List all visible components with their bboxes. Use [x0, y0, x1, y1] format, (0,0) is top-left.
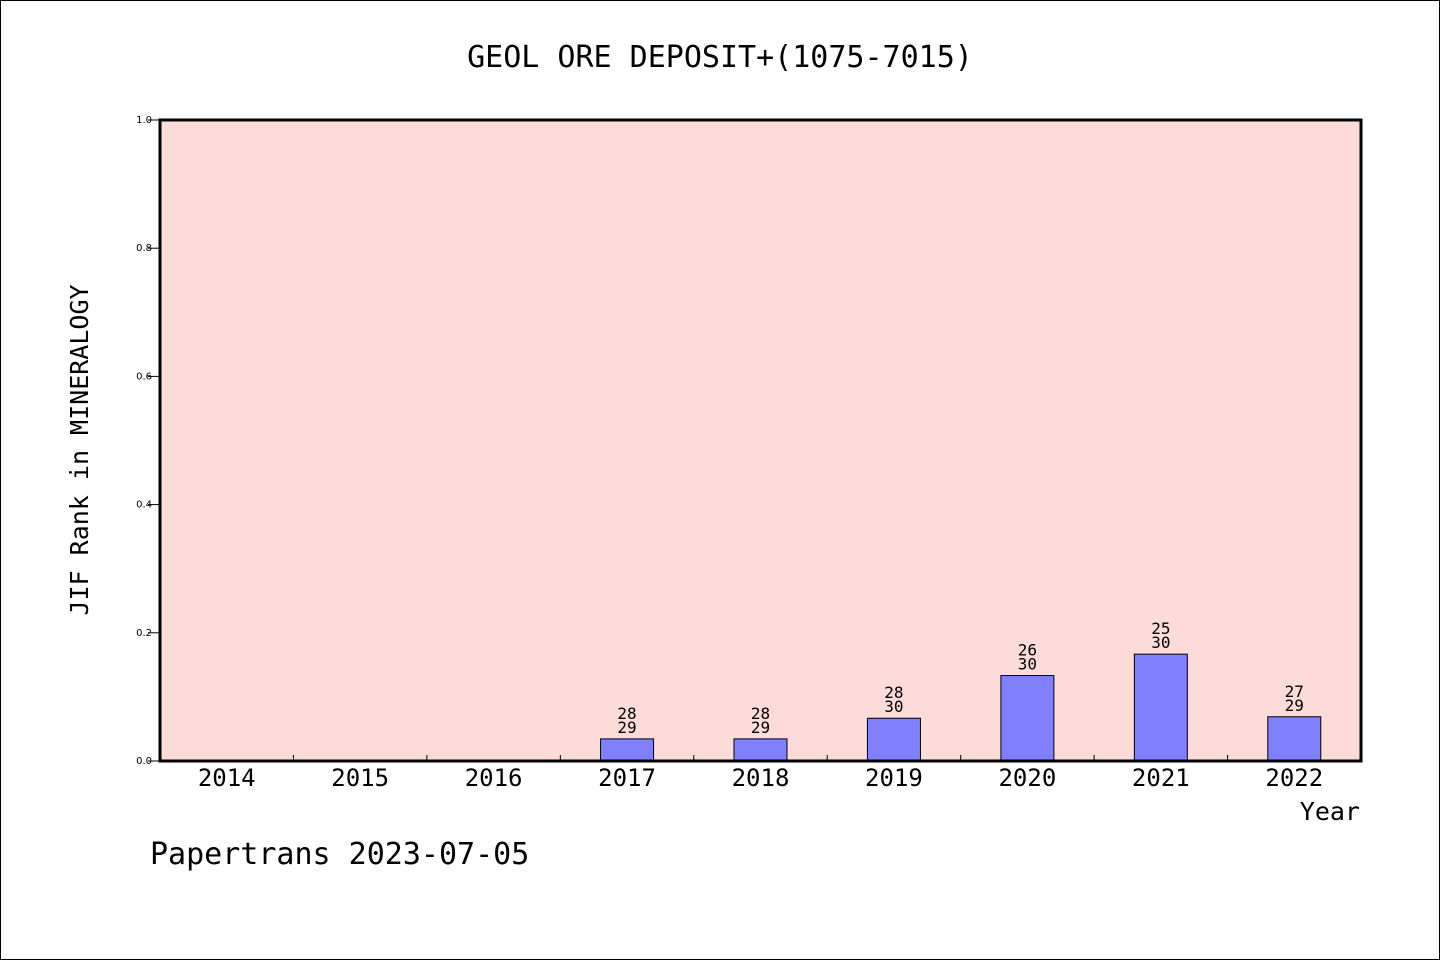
- x-tick-label-2018: 2018: [732, 764, 790, 792]
- footer-text: Papertrans 2023-07-05: [150, 837, 529, 872]
- bar-2019: [866, 717, 921, 762]
- chart-title: GEOL ORE DEPOSIT+(1075-7015): [467, 40, 973, 75]
- bar-label-top-2019: 28: [884, 683, 903, 702]
- bar-label-bottom-2017: 29: [617, 718, 636, 737]
- x-tick-label-2020: 2020: [998, 764, 1056, 792]
- x-tick-label-2022: 2022: [1265, 764, 1323, 792]
- y-tick-label-0.0: 0.0: [136, 756, 152, 767]
- x-tick-label-2015: 2015: [331, 764, 389, 792]
- bar-label-bottom-2021: 30: [1151, 633, 1170, 652]
- bar-label-bottom-2022: 29: [1285, 696, 1304, 715]
- bar-2020: [1000, 675, 1055, 762]
- bar-label-bottom-2020: 30: [1018, 655, 1037, 674]
- y-tick-label-0.4: 0.4: [136, 500, 152, 511]
- bar-2021: [1133, 653, 1188, 762]
- y-tick-label-0.2: 0.2: [136, 628, 152, 639]
- bar-2018: [733, 738, 788, 762]
- y-tick-label-0.6: 0.6: [136, 371, 152, 382]
- bar-label-top-2021: 25: [1151, 619, 1170, 638]
- x-axis-label: Year: [1300, 797, 1360, 826]
- x-tick-label-2016: 2016: [465, 764, 523, 792]
- bar-label-top-2020: 26: [1018, 641, 1037, 660]
- bar-label-bottom-2018: 29: [751, 718, 770, 737]
- y-axis-label: JIF Rank in MINERALOGY: [65, 284, 94, 615]
- y-tick-label-0.8: 0.8: [136, 243, 152, 254]
- x-tick-label-2019: 2019: [865, 764, 923, 792]
- bar-2017: [600, 738, 655, 762]
- bar-2022: [1267, 716, 1322, 762]
- y-tick-label-1.0: 1.0: [136, 115, 152, 126]
- bar-label-bottom-2019: 30: [884, 697, 903, 716]
- x-tick-label-2014: 2014: [198, 764, 256, 792]
- x-tick-label-2017: 2017: [598, 764, 656, 792]
- bar-label-top-2017: 28: [617, 704, 636, 723]
- plot-border: [158, 118, 1363, 763]
- x-tick-label-2021: 2021: [1132, 764, 1190, 792]
- bar-label-top-2022: 27: [1285, 682, 1304, 701]
- bar-label-top-2018: 28: [751, 704, 770, 723]
